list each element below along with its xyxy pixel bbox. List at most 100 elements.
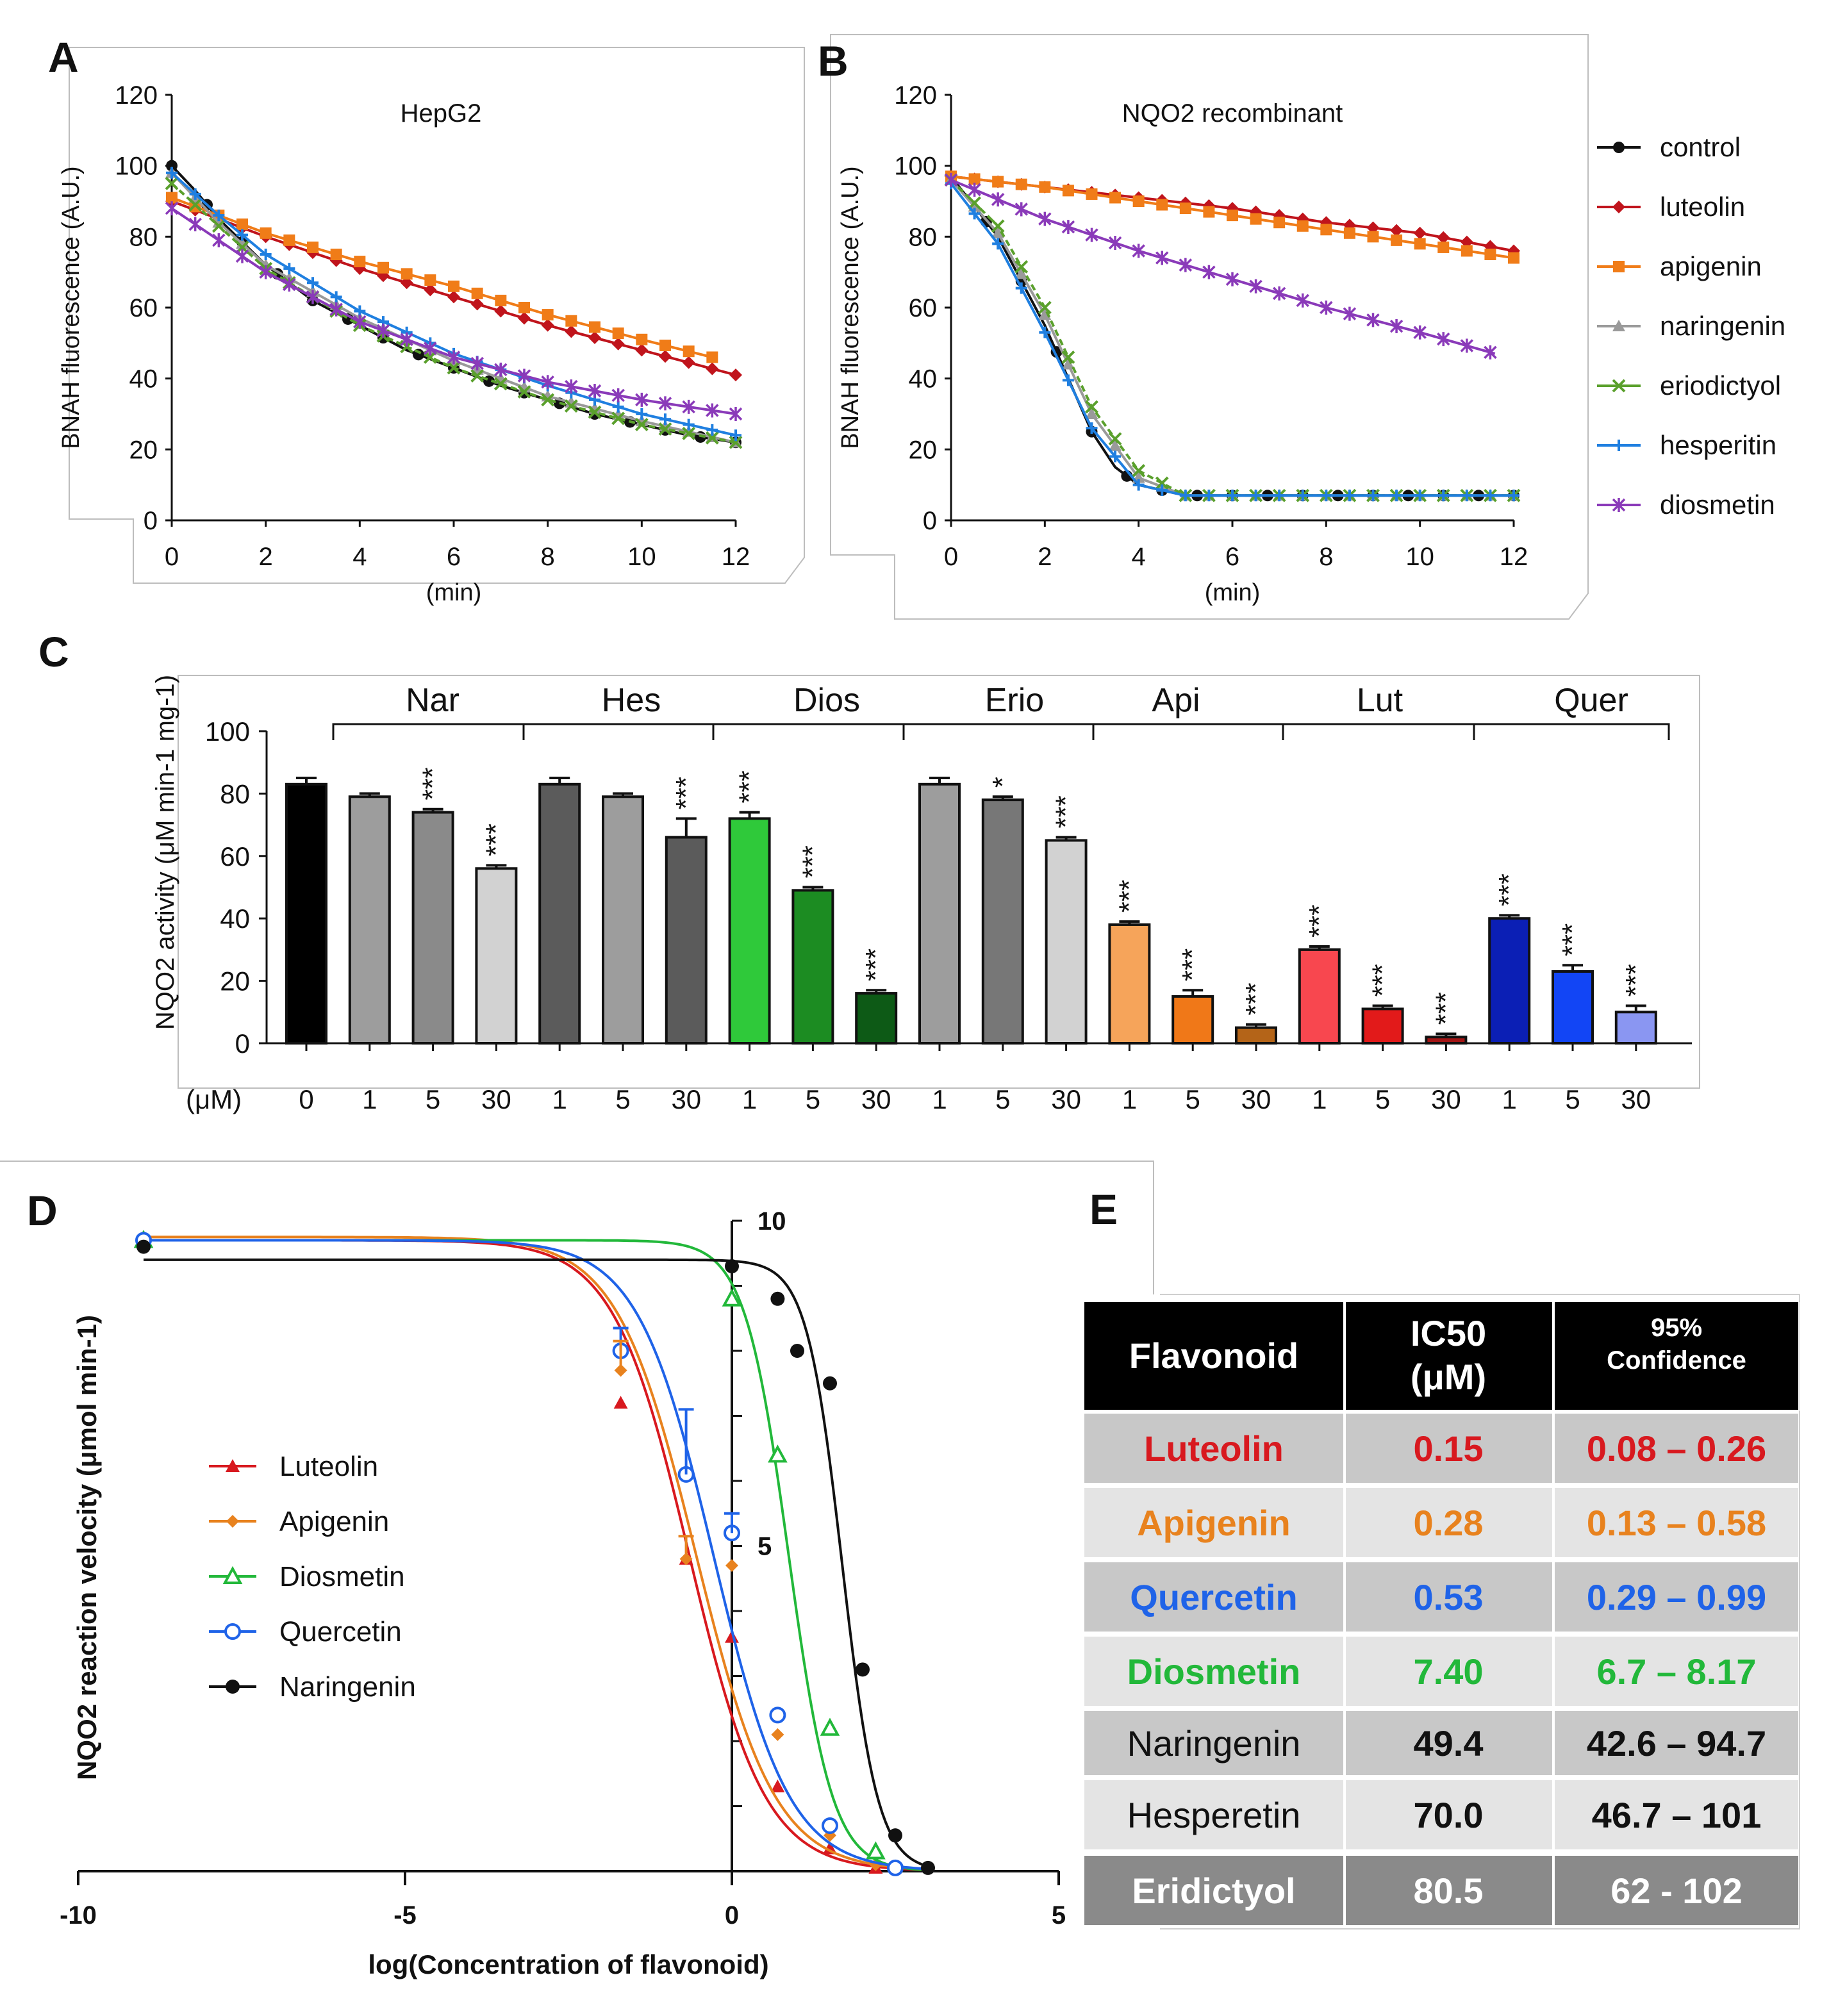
x-tick-label: 30: [1431, 1084, 1461, 1114]
point-diosmetin: [1272, 286, 1286, 301]
point-hesperitin: [1391, 490, 1403, 502]
point-apigenin: [448, 280, 460, 292]
point-Luteolin: [770, 1780, 785, 1793]
point-hesperitin: [260, 249, 272, 260]
point-diosmetin: [1413, 325, 1427, 340]
point-hesperitin: [1062, 374, 1074, 386]
y-axis-label: NQO2 activity (μM min-1 mg-1): [151, 675, 179, 1030]
point-hesperitin: [189, 188, 201, 200]
point-diosmetin: [376, 323, 390, 338]
point-hesperitin: [1437, 490, 1450, 502]
error-bar: [359, 792, 380, 797]
point-luteolin: [1437, 231, 1450, 244]
point-diosmetin: [1484, 345, 1497, 359]
point-apigenin: [1132, 195, 1145, 207]
bar: [1235, 1026, 1277, 1045]
x-tick-label: 12: [1500, 543, 1528, 571]
panel-frame: [178, 675, 1700, 1089]
significance-label: ***: [1113, 880, 1145, 913]
y-tick-label: 40: [129, 365, 158, 393]
point-diosmetin: [1389, 319, 1403, 334]
point-Naringenin: [921, 1860, 935, 1875]
y-tick-label: 80: [909, 223, 938, 251]
bar: [475, 867, 518, 1045]
point-diosmetin: [1249, 279, 1263, 293]
point-luteolin: [1413, 226, 1427, 240]
point-naringenin: [635, 415, 649, 427]
row-ic50: 80.5: [1414, 1871, 1484, 1911]
point-hesperitin: [1227, 490, 1238, 502]
error-bar: [1056, 836, 1077, 841]
group-label-Api: Api: [1152, 682, 1200, 719]
point-hesperitin: [659, 413, 671, 426]
group-label-Quer: Quer: [1554, 682, 1628, 719]
point-hesperitin: [1508, 490, 1519, 502]
point-hesperitin: [1343, 490, 1355, 502]
point-luteolin: [518, 311, 531, 325]
row-name: Apigenin: [1137, 1503, 1291, 1543]
row-ic50: 49.4: [1414, 1723, 1484, 1764]
point-hesperitin: [730, 429, 741, 442]
series-line-naringenin: [950, 179, 1514, 497]
point-luteolin: [706, 362, 719, 376]
significance-label: ***: [1557, 923, 1588, 956]
header-cell: [1346, 1302, 1552, 1410]
series-line-hesperitin: [950, 183, 1514, 497]
error-bar: [1562, 964, 1583, 971]
point-hesperitin: [1320, 490, 1332, 502]
table-cell: [1555, 1488, 1798, 1557]
row-ci: 42.6 – 94.7: [1587, 1723, 1766, 1764]
significance-label: ***: [670, 777, 702, 809]
fit-curve-Quercetin: [144, 1239, 932, 1871]
series-line-hesperitin: [170, 172, 736, 437]
row-name: Eridictyol: [1132, 1871, 1295, 1911]
y-tick-label: 20: [909, 436, 938, 464]
y-tick-label: 20: [220, 966, 250, 996]
legend-marker-control: [1613, 142, 1625, 153]
row-ci: 0.29 – 0.99: [1587, 1577, 1766, 1617]
bar: [538, 782, 581, 1045]
x-axis-label: (min): [1205, 579, 1261, 606]
legend-label-eriodictyol: eriodictyol: [1660, 370, 1781, 401]
row-name: Naringenin: [1127, 1723, 1301, 1764]
point-apigenin: [992, 176, 1004, 188]
point-diosmetin: [588, 384, 602, 399]
point-naringenin: [1061, 358, 1075, 370]
point-naringenin: [1109, 439, 1122, 451]
point-eriodictyol: [470, 369, 484, 383]
point-hesperitin: [1156, 484, 1168, 496]
point-apigenin: [1414, 238, 1426, 250]
bar: [348, 795, 391, 1045]
chart-title: NQO2 recombinant: [1122, 99, 1343, 128]
bar: [855, 992, 898, 1045]
point-diosmetin: [283, 277, 296, 292]
point-eriodictyol: [634, 418, 649, 432]
significance-label: ***: [1620, 964, 1652, 996]
x-axis-label: (min): [426, 579, 482, 606]
significance-label: ***: [480, 823, 511, 856]
point-apigenin: [1508, 252, 1519, 264]
point-diosmetin: [235, 249, 249, 263]
y-tick-label: 60: [220, 841, 250, 872]
legend-marker-hesperitin: [1613, 440, 1625, 451]
series-line-eriodictyol: [950, 179, 1514, 497]
point-Apigenin: [725, 1558, 738, 1572]
point-eriodictyol: [165, 176, 179, 190]
x-tick-label: -5: [393, 1901, 417, 1929]
x-tick-label: 4: [352, 543, 367, 571]
row-ic50: 70.0: [1414, 1795, 1484, 1835]
point-diosmetin: [165, 201, 179, 216]
row-ic50: 0.28: [1414, 1503, 1484, 1543]
error-bar: [866, 989, 887, 994]
point-apigenin: [424, 274, 436, 286]
point-apigenin: [565, 315, 577, 327]
point-apigenin: [1109, 192, 1122, 204]
point-diosmetin: [1366, 313, 1380, 327]
point-luteolin: [424, 283, 437, 297]
point-eriodictyol: [611, 411, 625, 426]
point-diosmetin: [400, 332, 413, 347]
group-label-Hes: Hes: [602, 682, 661, 719]
point-apigenin: [377, 261, 389, 274]
point-hesperitin: [166, 167, 178, 179]
point-diosmetin: [611, 388, 625, 402]
